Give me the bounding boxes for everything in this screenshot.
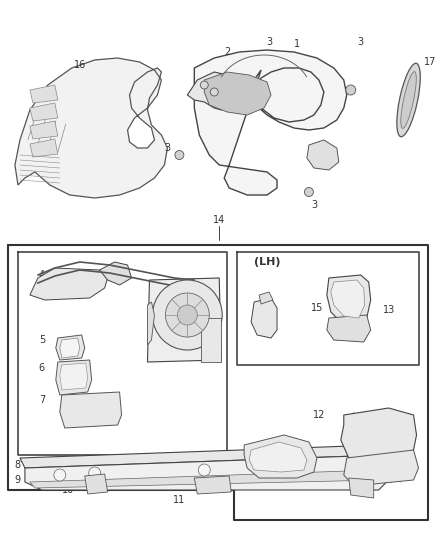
Text: 15: 15 (311, 303, 323, 313)
Text: 16: 16 (74, 60, 86, 70)
Polygon shape (251, 298, 277, 338)
Polygon shape (204, 72, 271, 115)
Polygon shape (56, 335, 85, 360)
Polygon shape (344, 450, 419, 486)
Text: 9: 9 (15, 475, 21, 485)
Polygon shape (100, 262, 131, 285)
Text: 3: 3 (311, 200, 317, 210)
Text: 3: 3 (266, 37, 272, 47)
Circle shape (54, 469, 66, 481)
Text: 17: 17 (424, 57, 437, 67)
Text: 5: 5 (39, 335, 45, 345)
Text: 3: 3 (164, 143, 170, 153)
Text: 10: 10 (62, 485, 74, 495)
Polygon shape (30, 103, 58, 121)
Text: 8: 8 (15, 460, 21, 470)
Polygon shape (148, 302, 155, 345)
Polygon shape (331, 280, 365, 318)
Polygon shape (349, 478, 374, 498)
Polygon shape (249, 442, 307, 472)
Circle shape (177, 305, 197, 325)
Circle shape (175, 150, 184, 159)
Text: 6: 6 (39, 363, 45, 373)
Text: 14: 14 (213, 215, 226, 225)
Polygon shape (20, 445, 384, 468)
Polygon shape (259, 292, 273, 304)
Polygon shape (148, 278, 221, 362)
Polygon shape (201, 318, 221, 362)
Polygon shape (194, 50, 347, 195)
Circle shape (198, 464, 210, 476)
Polygon shape (25, 455, 389, 490)
Polygon shape (30, 121, 58, 139)
Polygon shape (15, 58, 167, 198)
Polygon shape (307, 140, 339, 170)
Polygon shape (30, 268, 108, 300)
Circle shape (200, 81, 208, 89)
Polygon shape (60, 338, 80, 358)
Polygon shape (56, 360, 92, 395)
Circle shape (304, 188, 314, 197)
Polygon shape (187, 72, 237, 110)
Circle shape (152, 280, 222, 350)
Circle shape (210, 88, 218, 96)
Polygon shape (85, 474, 108, 494)
Polygon shape (194, 476, 231, 494)
Ellipse shape (401, 71, 416, 128)
Polygon shape (327, 275, 371, 325)
Text: 1: 1 (294, 39, 300, 49)
Polygon shape (60, 363, 88, 390)
Text: (LH): (LH) (254, 257, 281, 267)
Circle shape (346, 85, 356, 95)
Text: 12: 12 (313, 410, 325, 420)
Text: 11: 11 (173, 495, 186, 505)
Circle shape (166, 293, 209, 337)
Polygon shape (327, 315, 371, 342)
Text: 2: 2 (224, 47, 230, 57)
Ellipse shape (397, 63, 420, 137)
Polygon shape (30, 139, 58, 157)
Text: 13: 13 (382, 305, 395, 315)
Text: 3: 3 (358, 37, 364, 47)
Circle shape (88, 467, 101, 479)
Polygon shape (341, 408, 417, 458)
Polygon shape (244, 435, 317, 478)
Polygon shape (30, 470, 381, 488)
Text: 4: 4 (39, 270, 45, 280)
Polygon shape (60, 392, 122, 428)
Text: 7: 7 (39, 395, 45, 405)
Polygon shape (30, 85, 58, 103)
